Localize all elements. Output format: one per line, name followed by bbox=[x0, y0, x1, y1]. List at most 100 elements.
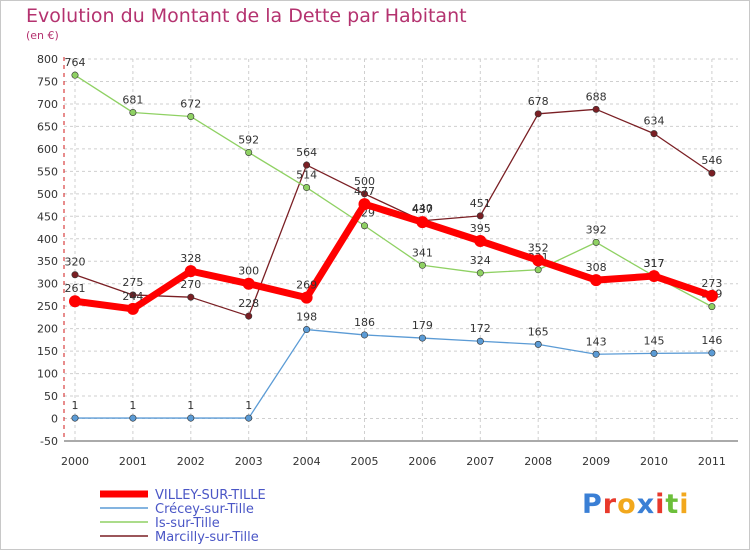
data-label: 672 bbox=[180, 98, 201, 111]
y-tick-label: -50 bbox=[40, 435, 58, 448]
data-point bbox=[360, 190, 368, 198]
data-label: 308 bbox=[586, 261, 607, 274]
x-tick-label: 2008 bbox=[524, 455, 552, 468]
data-point bbox=[416, 216, 429, 229]
data-label: 437 bbox=[412, 203, 433, 216]
data-point bbox=[129, 291, 137, 299]
series-line-crecey-sur-tille bbox=[74, 328, 713, 419]
data-point bbox=[418, 261, 426, 269]
data-label: 1 bbox=[245, 399, 252, 412]
data-point bbox=[71, 71, 79, 79]
data-point bbox=[650, 349, 658, 357]
data-label: 145 bbox=[644, 334, 665, 347]
data-label: 228 bbox=[238, 297, 259, 310]
data-point bbox=[245, 312, 253, 320]
data-label: 1 bbox=[72, 399, 79, 412]
x-tick-label: 2001 bbox=[119, 455, 147, 468]
logo-letter: i bbox=[679, 489, 690, 520]
data-label: 500 bbox=[354, 175, 375, 188]
legend-label: VILLEY-SUR-TILLE bbox=[155, 488, 266, 503]
data-label: 324 bbox=[470, 254, 491, 267]
data-point bbox=[245, 148, 253, 156]
legend-label: Crécey-sur-Tille bbox=[155, 502, 254, 517]
legend-label: Is-sur-Tille bbox=[155, 516, 220, 531]
data-label: 146 bbox=[701, 334, 722, 347]
x-tick-label: 2010 bbox=[640, 455, 668, 468]
series-line-is-sur-tille bbox=[74, 74, 713, 308]
data-label: 352 bbox=[528, 241, 549, 254]
data-point bbox=[532, 254, 545, 267]
y-tick-label: 50 bbox=[44, 390, 58, 403]
data-point bbox=[358, 198, 371, 211]
data-point bbox=[69, 295, 81, 308]
data-point bbox=[129, 414, 137, 422]
series-line-villey-sur-tille bbox=[71, 200, 716, 313]
data-point bbox=[590, 274, 603, 287]
data-label: 320 bbox=[65, 256, 86, 269]
data-label: 273 bbox=[701, 277, 722, 290]
y-tick-label: 750 bbox=[37, 75, 58, 88]
data-point bbox=[245, 414, 253, 422]
data-point bbox=[187, 414, 195, 422]
data-point bbox=[592, 105, 600, 113]
data-label: 514 bbox=[296, 169, 317, 182]
data-point bbox=[129, 108, 137, 116]
series-line-marcilly-sur-tille bbox=[74, 108, 713, 317]
data-label: 688 bbox=[586, 90, 607, 103]
data-point bbox=[126, 302, 139, 315]
data-label: 764 bbox=[65, 56, 86, 69]
data-label: 392 bbox=[586, 223, 607, 236]
y-tick-label: 450 bbox=[37, 210, 58, 223]
data-point bbox=[705, 289, 718, 302]
data-point bbox=[708, 303, 716, 311]
data-label: 564 bbox=[296, 146, 317, 159]
data-point bbox=[300, 291, 313, 304]
data-point bbox=[242, 277, 255, 290]
data-label: 261 bbox=[65, 282, 86, 295]
x-tick-label: 2000 bbox=[61, 455, 89, 468]
logo-letter: i bbox=[655, 489, 666, 520]
data-point bbox=[71, 271, 79, 279]
data-label: 681 bbox=[122, 93, 143, 106]
data-label: 143 bbox=[586, 335, 607, 348]
data-point bbox=[303, 326, 311, 334]
logo-letter: x bbox=[636, 489, 656, 520]
data-label: 270 bbox=[180, 278, 201, 291]
data-label: 179 bbox=[412, 319, 433, 332]
data-label: 341 bbox=[412, 246, 433, 259]
data-label: 317 bbox=[644, 257, 665, 270]
data-point bbox=[476, 269, 484, 277]
x-tick-label: 2011 bbox=[698, 455, 726, 468]
y-tick-label: 800 bbox=[37, 53, 58, 66]
data-point bbox=[476, 337, 484, 345]
y-tick-label: 100 bbox=[37, 368, 58, 381]
logo-letter: o bbox=[617, 489, 637, 520]
data-point bbox=[360, 222, 368, 230]
data-label: 546 bbox=[701, 154, 722, 167]
series-crecey-sur-tille: 1 1 1 1 198 186 179 172 165 143 145 146 bbox=[72, 311, 722, 422]
x-tick-label: 2009 bbox=[582, 455, 610, 468]
y-tick-label: 0 bbox=[51, 413, 58, 426]
y-tick-label: 350 bbox=[37, 255, 58, 268]
legend-label: Marcilly-sur-Tille bbox=[155, 530, 259, 545]
data-label: 275 bbox=[122, 276, 143, 289]
x-tick-label: 2005 bbox=[351, 455, 379, 468]
x-tick-label: 2003 bbox=[235, 455, 263, 468]
data-point bbox=[303, 161, 311, 169]
data-point bbox=[592, 238, 600, 246]
data-label: 186 bbox=[354, 316, 375, 329]
series-villey-sur-tille: 261 244 328 300 269 477 437 395 352 308 317 273 bbox=[65, 185, 722, 315]
y-tick-label: 600 bbox=[37, 143, 58, 156]
y-tick-label: 700 bbox=[37, 98, 58, 111]
data-point bbox=[303, 184, 311, 192]
y-tick-label: 200 bbox=[37, 323, 58, 336]
data-label: 678 bbox=[528, 95, 549, 108]
y-tick-label: 500 bbox=[37, 188, 58, 201]
data-label: 477 bbox=[354, 185, 375, 198]
data-label: 244 bbox=[122, 290, 143, 303]
data-label: 451 bbox=[470, 197, 491, 210]
data-point bbox=[187, 293, 195, 301]
data-point bbox=[534, 110, 542, 118]
data-label: 440 bbox=[412, 202, 433, 215]
